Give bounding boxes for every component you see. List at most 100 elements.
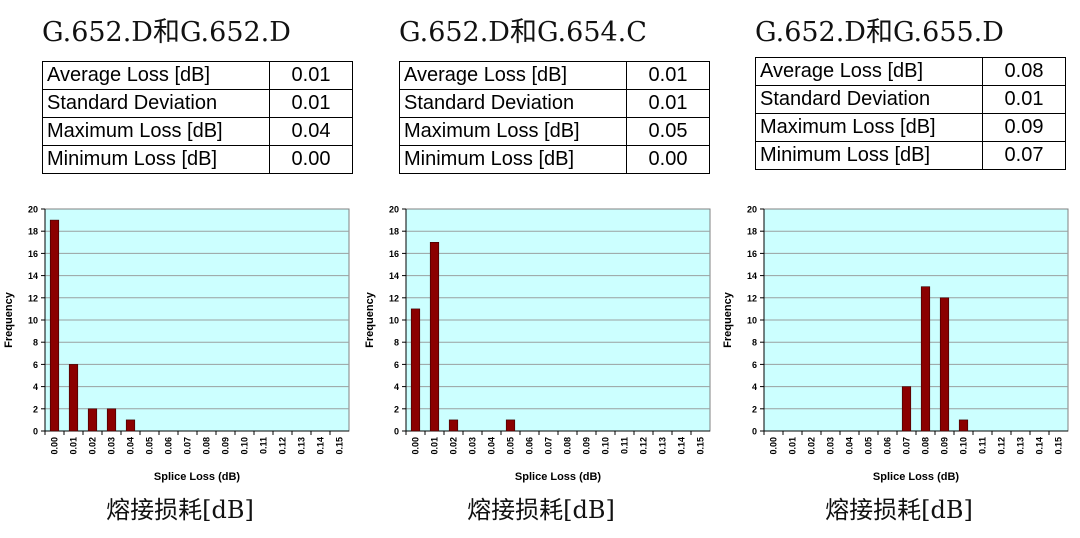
bar — [901, 386, 912, 432]
y-tick-label: 4 — [752, 382, 757, 392]
stat-label: Minimum Loss [dB] — [42, 145, 270, 174]
x-tick-label: 0.03 — [826, 437, 836, 455]
y-tick-label: 20 — [747, 205, 757, 215]
y-tick-label: 18 — [747, 227, 757, 237]
x-tick-label: 0.13 — [658, 437, 668, 455]
y-tick-label: 18 — [28, 227, 38, 237]
x-tick-label: 0.10 — [240, 437, 250, 455]
x-axis-title: Splice Loss (dB) — [873, 471, 960, 483]
y-tick-label: 10 — [389, 316, 399, 326]
y-tick-label: 8 — [752, 338, 757, 348]
bar — [87, 408, 98, 432]
chart-panel-2: G.652.D和G.654.C Average Loss [dB] 0.01 S… — [361, 0, 721, 538]
y-tick-label: 2 — [394, 404, 399, 414]
stat-label: Maximum Loss [dB] — [42, 117, 270, 146]
x-tick-label: 0.06 — [883, 437, 893, 455]
y-tick-label: 8 — [33, 338, 38, 348]
x-tick-label: 0.04 — [487, 437, 497, 455]
stat-label: Average Loss [dB] — [42, 61, 270, 90]
bar — [939, 297, 950, 432]
stats-table: Average Loss [dB] 0.01 Standard Deviatio… — [399, 61, 710, 174]
x-tick-label: 0.12 — [997, 437, 1007, 455]
stat-value: 0.01 — [626, 89, 710, 118]
bar — [920, 286, 931, 432]
y-tick-label: 14 — [747, 271, 757, 281]
x-tick-label: 0.12 — [639, 437, 649, 455]
stats-table: Average Loss [dB] 0.01 Standard Deviatio… — [42, 61, 353, 174]
y-tick-label: 2 — [752, 404, 757, 414]
stat-value: 0.07 — [982, 141, 1066, 170]
stats-row-std-dev: Standard Deviation 0.01 — [755, 85, 1066, 114]
x-tick-label: 0.15 — [696, 437, 706, 455]
histogram-chart: 0 2 4 6 8 10 12 14 16 18 20 0.00 0.01 0.02 0.03 0.04 0.0… — [722, 205, 1069, 483]
stat-value: 0.08 — [982, 57, 1066, 86]
bar — [429, 241, 440, 432]
chart-caption: 熔接损耗[dB] — [825, 496, 973, 524]
y-tick-label: 10 — [28, 316, 38, 326]
y-tick-label: 12 — [747, 293, 757, 303]
x-tick-label: 0.06 — [164, 437, 174, 455]
y-tick-label: 16 — [389, 249, 399, 259]
x-tick-label: 0.06 — [525, 437, 535, 455]
x-tick-label: 0.11 — [978, 437, 988, 454]
y-tick-label: 12 — [28, 293, 38, 303]
stats-row-maximum: Maximum Loss [dB] 0.09 — [755, 113, 1066, 142]
stat-value: 0.04 — [269, 117, 353, 146]
y-tick-label: 14 — [28, 271, 38, 281]
y-tick-label: 4 — [394, 382, 399, 392]
stats-row-minimum: Minimum Loss [dB] 0.00 — [42, 145, 353, 174]
y-tick-label: 18 — [389, 227, 399, 237]
x-tick-label: 0.15 — [335, 437, 345, 455]
x-tick-label: 0.15 — [1054, 437, 1064, 455]
chart-panel-1: G.652.D和G.652.D Average Loss [dB] 0.01 S… — [0, 0, 360, 538]
stat-value: 0.00 — [269, 145, 353, 174]
stat-label: Standard Deviation — [42, 89, 270, 118]
stats-row-maximum: Maximum Loss [dB] 0.04 — [42, 117, 353, 146]
x-tick-label: 0.09 — [940, 437, 950, 455]
stats-row-std-dev: Standard Deviation 0.01 — [399, 89, 710, 118]
y-tick-label: 20 — [28, 205, 38, 215]
y-tick-label: 10 — [747, 316, 757, 326]
stat-value: 0.01 — [269, 61, 353, 90]
x-tick-label: 0.01 — [69, 437, 79, 455]
x-tick-label: 0.09 — [582, 437, 592, 455]
x-tick-label: 0.05 — [864, 437, 874, 455]
stat-value: 0.05 — [626, 117, 710, 146]
stat-value: 0.00 — [626, 145, 710, 174]
x-tick-label: 0.07 — [902, 437, 912, 455]
y-tick-label: 12 — [389, 293, 399, 303]
y-tick-label: 16 — [28, 249, 38, 259]
x-tick-label: 0.03 — [468, 437, 478, 455]
y-tick-label: 0 — [33, 427, 38, 437]
y-tick-label: 4 — [33, 382, 38, 392]
y-tick-label: 0 — [394, 427, 399, 437]
stat-label: Maximum Loss [dB] — [755, 113, 983, 142]
bar — [68, 364, 79, 432]
x-tick-label: 0.11 — [259, 437, 269, 454]
stats-row-maximum: Maximum Loss [dB] 0.05 — [399, 117, 710, 146]
x-tick-label: 0.07 — [183, 437, 193, 455]
stats-row-minimum: Minimum Loss [dB] 0.07 — [755, 141, 1066, 170]
x-tick-label: 0.00 — [769, 437, 779, 455]
stat-value: 0.01 — [982, 85, 1066, 114]
stats-row-average: Average Loss [dB] 0.08 — [755, 57, 1066, 86]
x-tick-label: 0.03 — [107, 437, 117, 455]
histogram-chart: 0 2 4 6 8 10 12 14 16 18 20 0.00 0.01 0.02 0.03 0.04 0.0… — [364, 205, 711, 483]
x-axis-title: Splice Loss (dB) — [515, 471, 602, 483]
x-tick-label: 0.05 — [145, 437, 155, 455]
y-axis-title: Frequency — [3, 291, 15, 348]
x-tick-label: 0.08 — [563, 437, 573, 455]
x-tick-label: 0.14 — [1035, 437, 1045, 455]
x-tick-label: 0.01 — [430, 437, 440, 455]
x-tick-label: 0.09 — [221, 437, 231, 455]
x-tick-label: 0.05 — [506, 437, 516, 455]
x-tick-label: 0.04 — [845, 437, 855, 455]
panel-title: G.652.D和G.654.C — [399, 17, 647, 48]
stat-value: 0.01 — [269, 89, 353, 118]
stat-label: Average Loss [dB] — [399, 61, 627, 90]
panel-title: G.652.D和G.655.D — [755, 17, 1004, 48]
x-tick-label: 0.08 — [202, 437, 212, 455]
chart-caption: 熔接损耗[dB] — [467, 496, 615, 524]
x-tick-label: 0.02 — [449, 437, 459, 455]
histogram-chart: 0 2 4 6 8 10 12 14 16 18 20 0.00 0.01 0.02 0.03 0.04 0.0… — [3, 205, 350, 483]
